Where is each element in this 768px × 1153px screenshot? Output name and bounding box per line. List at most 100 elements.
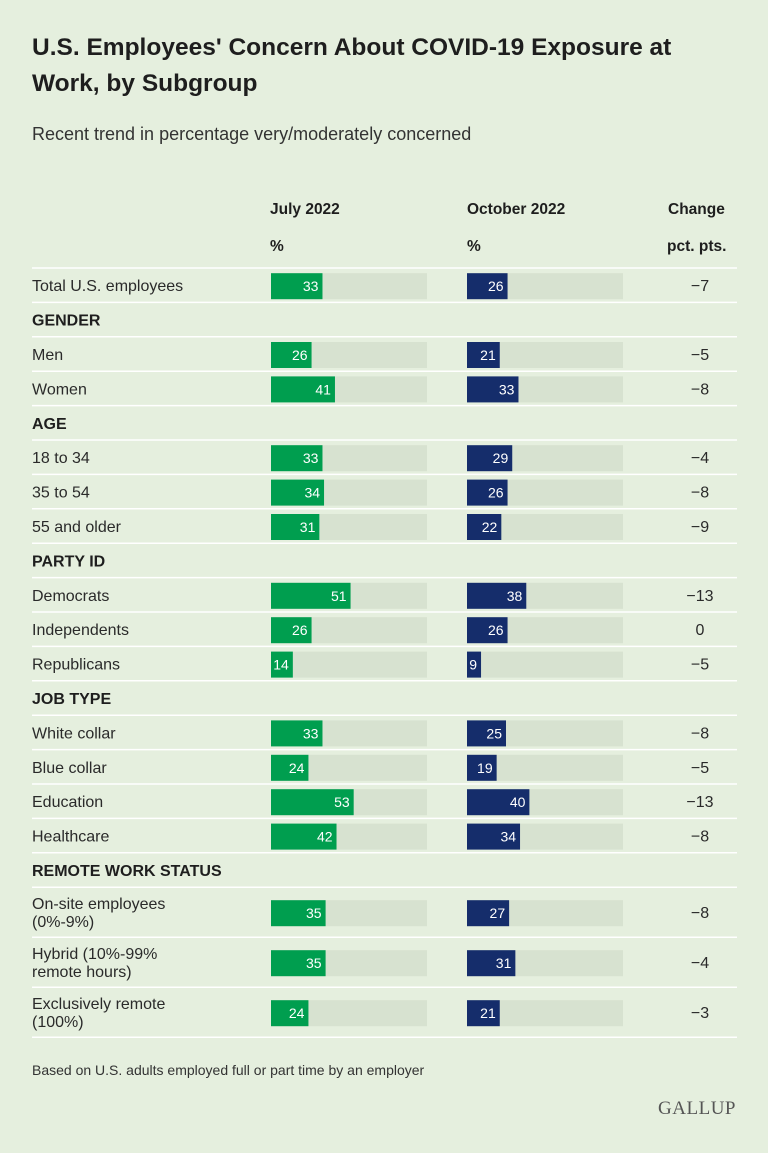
data-label-july: 14 <box>273 657 289 673</box>
data-label-july: 26 <box>292 622 308 638</box>
data-label-october: 40 <box>510 794 526 810</box>
bar-july <box>271 479 325 506</box>
bar-october <box>467 720 506 747</box>
bar-july <box>271 342 312 368</box>
group-header: PARTY ID <box>32 553 105 570</box>
gallup-logo: GALLUP <box>658 1098 736 1119</box>
data-label-october: 27 <box>490 905 506 921</box>
row-label: White collar <box>32 725 116 742</box>
change-value: 0 <box>696 622 705 639</box>
change-value: −8 <box>691 381 709 398</box>
change-value: −8 <box>691 485 709 502</box>
bar-october <box>467 479 508 506</box>
change-value: −4 <box>691 955 709 972</box>
data-label-october: 33 <box>499 381 515 397</box>
change-value: −7 <box>691 278 709 295</box>
bar-october <box>467 376 519 403</box>
group-header: JOB TYPE <box>32 691 111 708</box>
bar-july <box>271 950 326 977</box>
bar-july <box>271 823 337 850</box>
data-label-october: 25 <box>486 725 502 741</box>
chart-subtitle: Recent trend in percentage very/moderate… <box>32 124 472 144</box>
bar-october <box>467 617 508 644</box>
data-label-october: 26 <box>488 622 504 638</box>
bar-october <box>467 789 530 816</box>
change-value: −5 <box>691 760 709 777</box>
bar-july <box>271 754 309 781</box>
row-label: (0%-9%) <box>32 914 94 931</box>
data-label-october: 31 <box>496 955 512 971</box>
row-label: Healthcare <box>32 829 109 846</box>
bar-july <box>271 1000 309 1027</box>
change-value: −5 <box>691 347 709 364</box>
row-label: Exclusively remote <box>32 996 165 1013</box>
data-label-october: 19 <box>477 760 493 776</box>
row-label: remote hours) <box>32 964 132 981</box>
row-label: Democrats <box>32 588 109 605</box>
data-label-october: 34 <box>500 829 516 845</box>
column-unit-change: pct. pts. <box>667 238 727 255</box>
bar-july <box>271 582 351 609</box>
data-label-october: 22 <box>482 519 498 535</box>
bar-october <box>467 273 508 300</box>
bar-october <box>467 651 482 678</box>
row-label: Hybrid (10%-99% <box>32 946 157 963</box>
data-label-july: 53 <box>334 794 350 810</box>
column-header-october: October 2022 <box>467 201 566 218</box>
row-label: (100%) <box>32 1014 84 1031</box>
data-label-october: 26 <box>488 278 504 294</box>
change-value: −4 <box>691 450 709 467</box>
data-label-july: 41 <box>315 381 331 397</box>
group-header: REMOTE WORK STATUS <box>32 863 222 880</box>
column-header-july: July 2022 <box>270 201 340 218</box>
chart-title: U.S. Employees' Concern About COVID-19 E… <box>32 34 672 97</box>
bar-october <box>467 950 516 977</box>
bar-october <box>467 900 510 927</box>
data-label-july: 51 <box>331 588 347 604</box>
change-value: −8 <box>691 905 709 922</box>
change-value: −13 <box>686 588 713 605</box>
bar-october <box>467 823 521 850</box>
column-header-change: Change <box>668 201 725 218</box>
row-label: On-site employees <box>32 896 165 913</box>
row-label: Total U.S. employees <box>32 278 183 295</box>
data-label-july: 33 <box>303 450 319 466</box>
bar-october <box>467 342 500 368</box>
bar-july <box>271 651 293 678</box>
data-label-july: 42 <box>317 829 333 845</box>
data-label-october: 21 <box>480 1005 496 1021</box>
group-header: AGE <box>32 416 67 433</box>
row-label: Republicans <box>32 657 120 674</box>
data-label-october: 29 <box>493 450 509 466</box>
bar-july <box>271 617 312 644</box>
change-value: −5 <box>691 657 709 674</box>
bar-july <box>271 445 323 472</box>
data-label-july: 34 <box>304 485 320 501</box>
data-label-july: 35 <box>306 955 322 971</box>
bar-october <box>467 754 497 781</box>
row-label: Education <box>32 794 103 811</box>
column-unit-october: % <box>467 238 481 255</box>
change-value: −9 <box>691 519 709 536</box>
data-label-july: 35 <box>306 905 322 921</box>
bar-july <box>271 376 335 403</box>
data-label-july: 26 <box>292 347 308 363</box>
footnote: Based on U.S. adults employed full or pa… <box>32 1062 425 1078</box>
data-label-october: 9 <box>469 657 477 673</box>
row-label: 35 to 54 <box>32 485 90 502</box>
row-label: Independents <box>32 622 129 639</box>
data-label-july: 24 <box>289 760 305 776</box>
column-unit-july: % <box>270 238 284 255</box>
row-label: Blue collar <box>32 760 107 777</box>
bar-october <box>467 514 502 540</box>
bar-july <box>271 720 323 747</box>
row-label: Men <box>32 347 63 364</box>
data-label-july: 31 <box>300 519 316 535</box>
bar-july <box>271 514 320 540</box>
bar-track-july <box>271 651 427 678</box>
change-value: −3 <box>691 1005 709 1022</box>
row-label: Women <box>32 381 87 398</box>
data-label-july: 33 <box>303 725 319 741</box>
bar-october <box>467 445 513 472</box>
